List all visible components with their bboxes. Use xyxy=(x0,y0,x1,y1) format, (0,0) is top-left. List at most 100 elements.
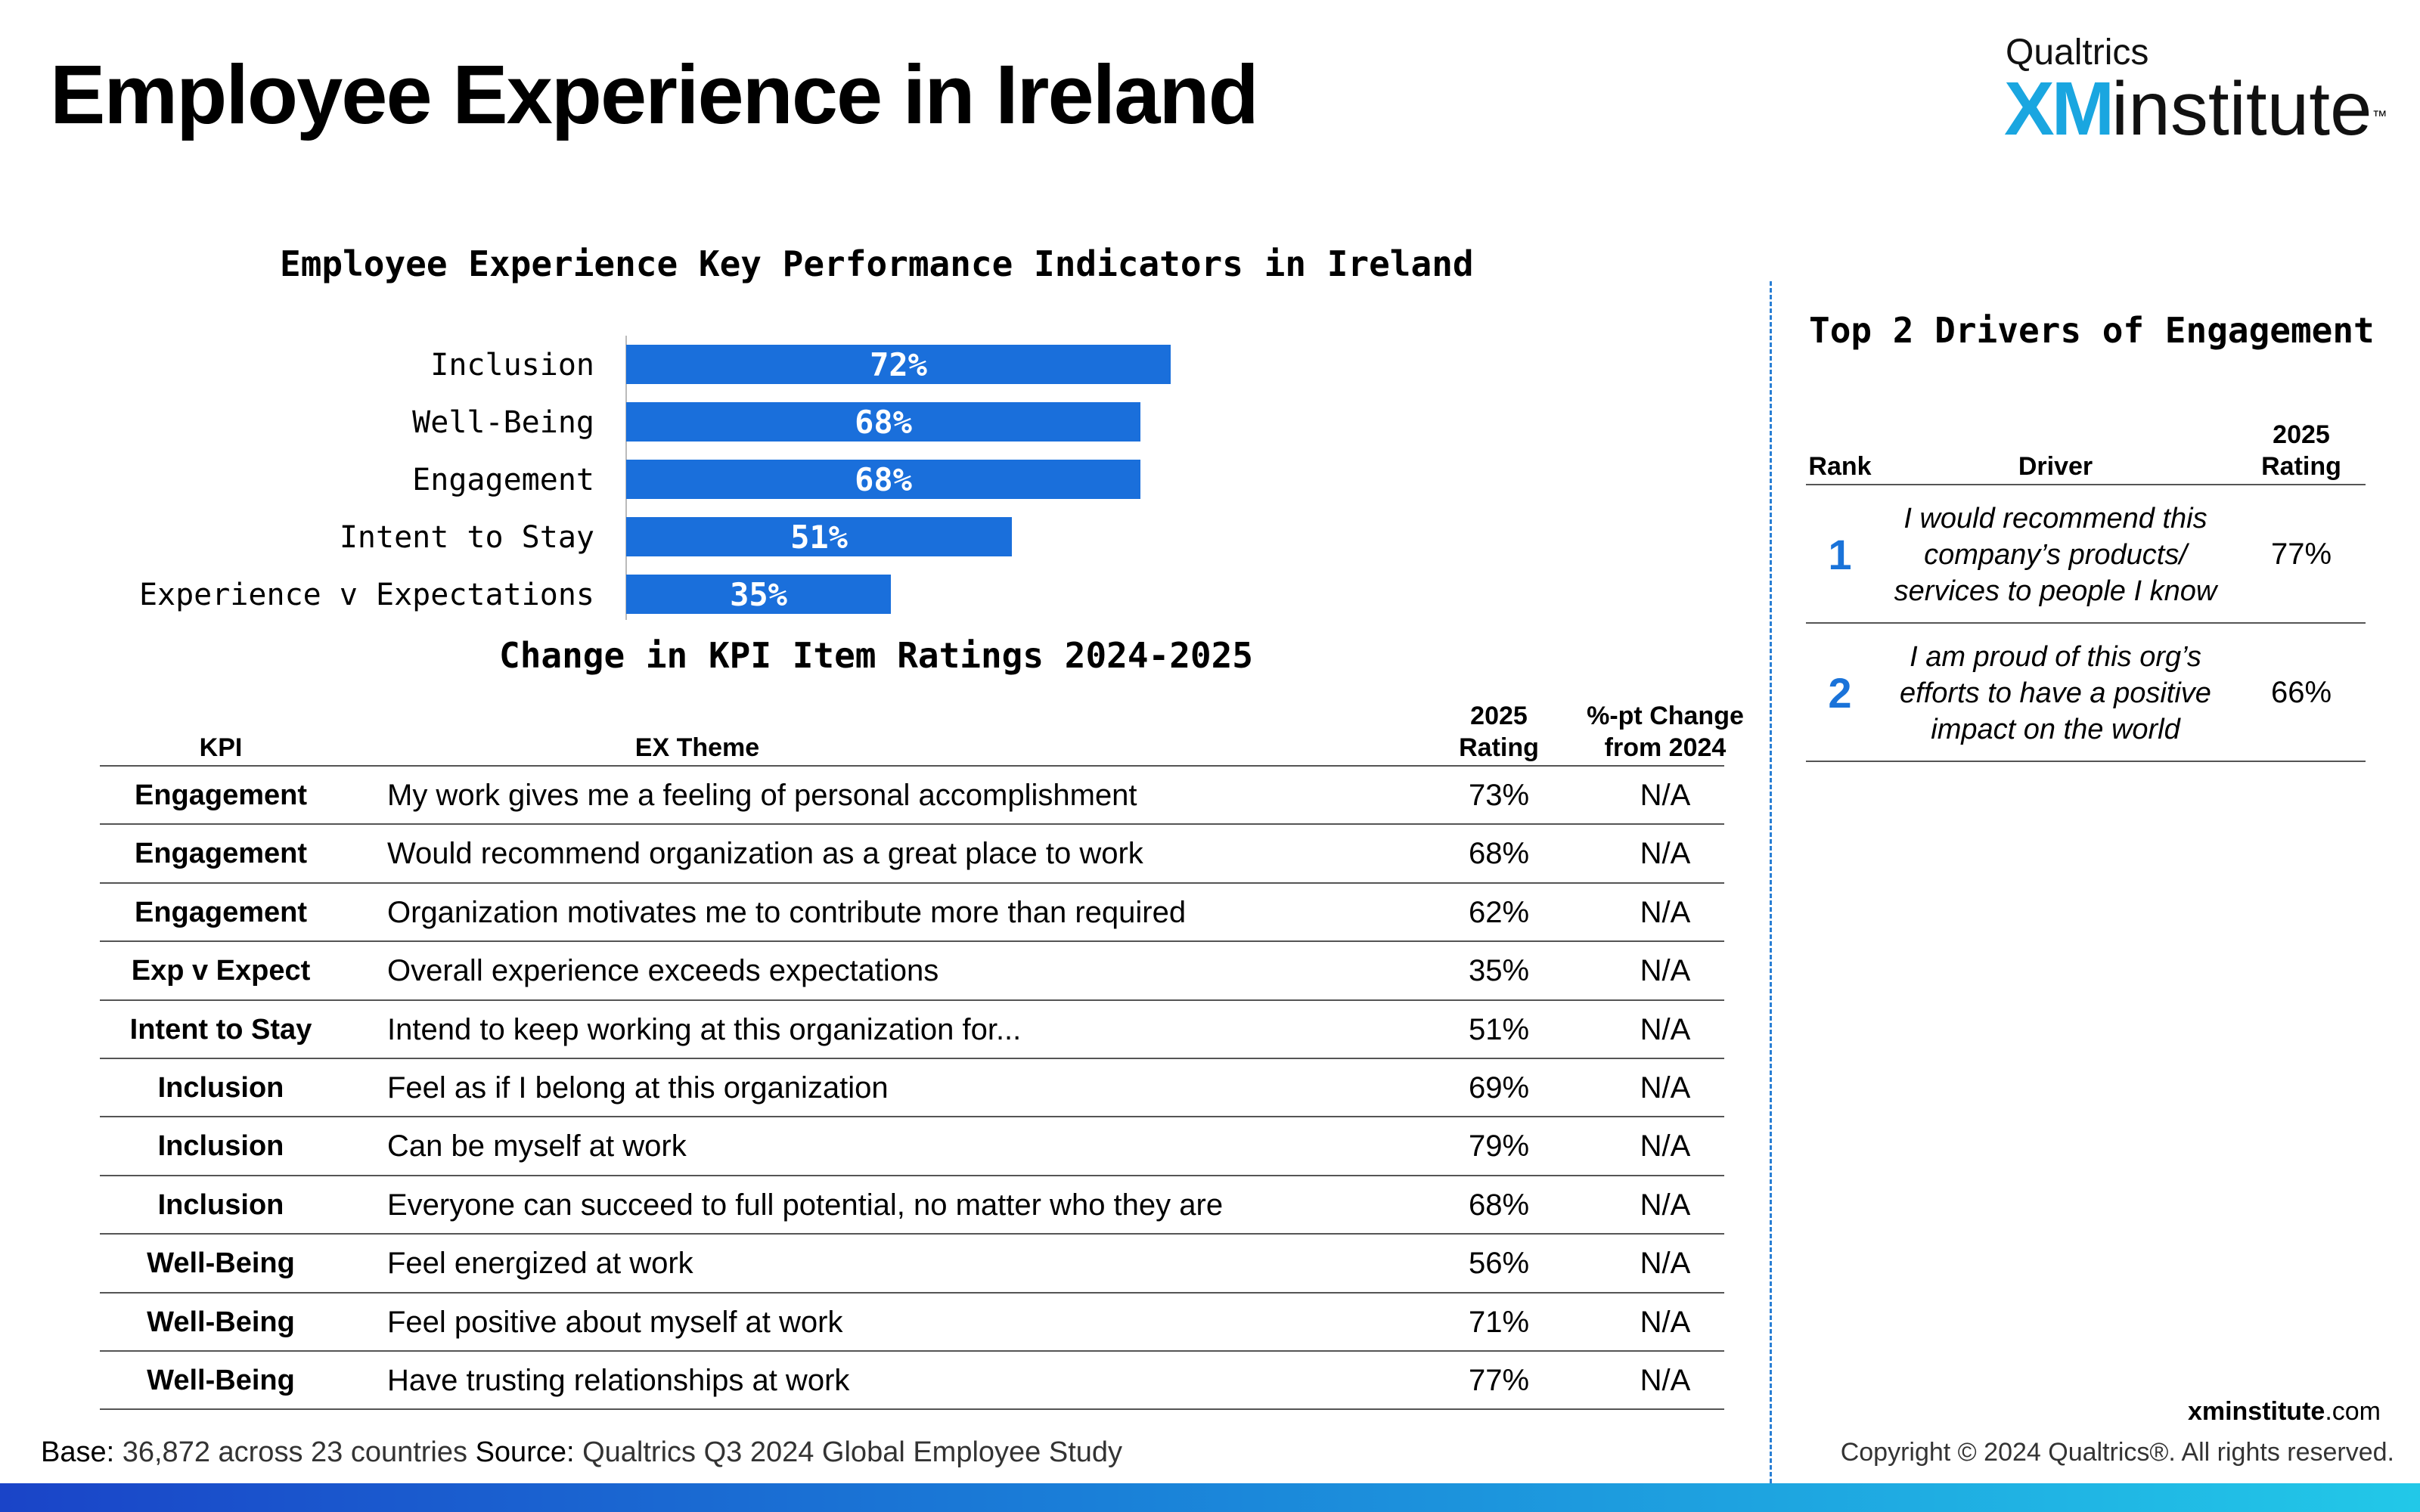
table-row: Exp v Expect Overall experience exceeds e… xyxy=(100,942,1724,1001)
row-change: N/A xyxy=(1640,1129,1691,1163)
driver-text: I am proud of this org’s efforts to have… xyxy=(1900,640,2211,745)
header-rating-line2: Rating xyxy=(1459,733,1539,762)
page-title: Employee Experience in Ireland xyxy=(50,48,1259,141)
row-ex-theme: My work gives me a feeling of personal a… xyxy=(387,779,1137,812)
row-rating: 68% xyxy=(1468,1188,1530,1222)
logo-institute: institute xyxy=(2111,67,2372,151)
drivers-table-header: Rank Driver 2025 Rating xyxy=(1806,414,2366,485)
row-rating: 35% xyxy=(1468,954,1530,988)
row-change: N/A xyxy=(1640,837,1691,871)
site-rest: .com xyxy=(2325,1397,2381,1426)
category-label: Experience v Expectations xyxy=(139,578,594,612)
chart-title: Employee Experience Key Performance Indi… xyxy=(280,243,1474,284)
row-ex-theme: Would recommend organization as a great … xyxy=(387,837,1143,871)
row-change: N/A xyxy=(1640,1070,1691,1105)
row-change: N/A xyxy=(1640,779,1691,812)
logo-brand: Qualtrics xyxy=(2006,33,2149,73)
drivers-title: Top 2 Drivers of Engagement xyxy=(1809,310,2375,351)
logo-trademark: ™ xyxy=(2372,108,2387,125)
bar xyxy=(626,517,1012,556)
header-change: %-pt Change from 2024 xyxy=(1582,700,1748,764)
header-change-line1: %-pt Change xyxy=(1587,702,1744,730)
row-rating: 51% xyxy=(1468,1012,1530,1046)
row-kpi: Well-Being xyxy=(147,1364,295,1396)
row-change: N/A xyxy=(1640,895,1691,929)
header-rating: 2025 Rating xyxy=(1416,700,1582,764)
row-change: N/A xyxy=(1640,954,1691,988)
row-change: N/A xyxy=(1640,1188,1691,1222)
data-label: 68% xyxy=(855,404,912,441)
row-ex-theme: Can be myself at work xyxy=(387,1129,687,1163)
table-row: Inclusion Feel as if I belong at this org… xyxy=(100,1059,1724,1118)
source-text: Qualtrics Q3 2024 Global Employee Study xyxy=(582,1436,1123,1468)
category-label: Intent to Stay xyxy=(340,520,594,555)
table-row: Inclusion Everyone can succeed to full po… xyxy=(100,1176,1724,1235)
footer-base-source: Base: 36,872 across 23 countries Source:… xyxy=(41,1436,1122,1469)
row-rating: 69% xyxy=(1468,1070,1530,1105)
driver-rank: 2 xyxy=(1828,669,1852,717)
site-bold: xminstitute xyxy=(2187,1397,2325,1426)
driver-rating: 66% xyxy=(2270,676,2332,709)
driver-rank: 1 xyxy=(1828,531,1852,578)
row-rating: 77% xyxy=(1468,1363,1530,1397)
table-row: Inclusion Can be myself at work 79% N/A xyxy=(100,1117,1724,1176)
row-rating: 79% xyxy=(1468,1129,1530,1163)
category-label: Engagement xyxy=(412,463,594,497)
row-ex-theme: Feel as if I belong at this organization xyxy=(387,1070,889,1105)
kpi-bar-chart: Inclusion 72% Well-Being 68% Engagement 68% In… xyxy=(139,336,1171,620)
header-rating-line1: 2025 xyxy=(1470,702,1528,730)
bar xyxy=(626,402,1140,442)
base-text: 36,872 across 23 countries xyxy=(122,1436,468,1468)
row-rating: 71% xyxy=(1468,1305,1530,1339)
row-kpi: Well-Being xyxy=(147,1306,295,1338)
row-ex-theme: Feel energized at work xyxy=(387,1247,693,1281)
row-rating: 73% xyxy=(1468,779,1530,812)
row-kpi: Inclusion xyxy=(157,1188,284,1221)
row-change: N/A xyxy=(1640,1305,1691,1339)
table-row: Engagement My work gives me a feeling of … xyxy=(100,767,1724,826)
row-change: N/A xyxy=(1640,1363,1691,1397)
row-kpi: Inclusion xyxy=(157,1130,284,1163)
bar xyxy=(626,575,891,614)
section-divider xyxy=(1770,281,1772,1483)
driver-row: 2 I am proud of this org’s efforts to hav… xyxy=(1806,624,2366,762)
header-rank: Rank xyxy=(1808,452,1872,481)
qualtrics-xm-institute-logo: Qualtrics XMinstitute™ xyxy=(1969,32,2387,147)
kpi-item-ratings-table: KPI EX Theme 2025 Rating %-pt Change from … xyxy=(100,696,1744,1411)
header-driver-rating-line1: 2025 xyxy=(2273,420,2330,449)
row-rating: 62% xyxy=(1468,895,1530,929)
row-change: N/A xyxy=(1640,1247,1691,1281)
driver-rating: 77% xyxy=(2270,538,2332,571)
row-kpi: Intent to Stay xyxy=(129,1013,312,1046)
source-label: Source: xyxy=(475,1436,575,1468)
table-row: Intent to Stay Intend to keep working at … xyxy=(100,1001,1724,1059)
table-row: Well-Being Feel positive about myself at … xyxy=(100,1294,1724,1352)
row-ex-theme: Intend to keep working at this organizat… xyxy=(387,1012,1022,1046)
row-ex-theme: Everyone can succeed to full potential, … xyxy=(387,1188,1224,1222)
header-change-line2: from 2024 xyxy=(1604,733,1727,762)
drivers-table: Rank Driver 2025 Rating 1 I would recommen… xyxy=(1806,414,2366,762)
bar xyxy=(626,460,1140,499)
logo-xm: XM xyxy=(2004,67,2114,151)
table-row: Well-Being Feel energized at work 56% N/A xyxy=(100,1235,1724,1294)
kpi-table-title: Change in KPI Item Ratings 2024-2025 xyxy=(499,635,1253,676)
header-driver-rating: 2025 Rating xyxy=(2237,419,2366,482)
data-label: 51% xyxy=(790,519,848,556)
row-rating: 68% xyxy=(1468,837,1530,871)
row-kpi: Exp v Expect xyxy=(131,955,311,987)
table-row: Engagement Organization motivates me to c… xyxy=(100,884,1724,943)
category-label: Well-Being xyxy=(412,405,594,440)
category-label: Inclusion xyxy=(430,348,594,383)
kpi-table-header: KPI EX Theme 2025 Rating %-pt Change from … xyxy=(100,696,1744,767)
logo-wordmark: XMinstitute™ xyxy=(2004,71,2387,147)
row-kpi: Engagement xyxy=(134,779,308,811)
table-row: Engagement Would recommend organization a… xyxy=(100,825,1724,884)
header-driver-rating-line2: Rating xyxy=(2261,452,2341,481)
footer-copyright: Copyright © 2024 Qualtrics®. All rights … xyxy=(1840,1438,2394,1467)
footer-website[interactable]: xminstitute.com xyxy=(2188,1397,2381,1427)
row-ex-theme: Organization motivates me to contribute … xyxy=(387,895,1187,929)
data-label: 35% xyxy=(730,576,787,613)
bar xyxy=(626,345,1171,384)
header-kpi: KPI xyxy=(199,733,243,762)
table-row: Well-Being Have trusting relationships at… xyxy=(100,1352,1724,1411)
